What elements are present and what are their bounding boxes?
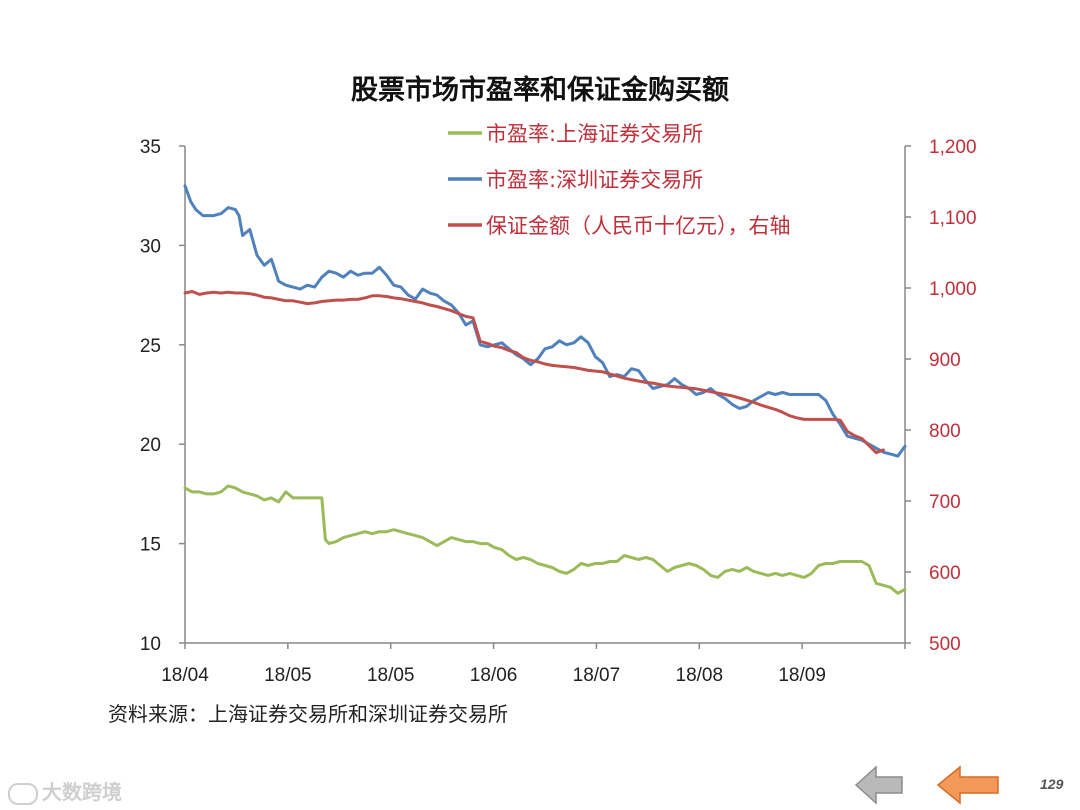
left-tick-label: 30 [140, 236, 161, 257]
source-note: 资料来源：上海证券交易所和深圳证券交易所 [108, 702, 508, 726]
left-y-ticks: 10 15 20 25 30 35 [140, 137, 185, 655]
forward-arrow-icon[interactable] [936, 764, 1000, 806]
watermark: 大数跨境 [8, 776, 122, 805]
x-tick-label: 18/07 [573, 665, 621, 686]
right-y-ticks: 500 600 700 800 900 1,000 1,100 1,200 [905, 137, 977, 655]
back-arrow-icon[interactable] [854, 764, 904, 806]
line-chart: 股票市场市盈率和保证金购买额 市盈率:上海证券交易所市盈率:深圳证券交易所保证金… [140, 74, 977, 686]
right-tick-label: 600 [929, 563, 961, 584]
x-tick-label: 18/09 [778, 665, 826, 686]
x-ticks: 18/04 18/05 18/05 18/06 18/07 18/08 18/09 [161, 643, 906, 686]
x-tick-label: 18/04 [161, 665, 209, 686]
watermark-text: 大数跨境 [42, 780, 122, 804]
left-tick-label: 10 [140, 634, 161, 655]
left-tick-label: 25 [140, 336, 161, 357]
watermark-logo-icon [8, 782, 38, 805]
chart-title: 股票市场市盈率和保证金购买额 [351, 74, 729, 106]
legend-label-0: 市盈率:上海证券交易所 [486, 122, 703, 146]
left-tick-label: 20 [140, 435, 161, 456]
series-layer [183, 184, 907, 595]
x-tick-label: 18/05 [264, 665, 312, 686]
x-tick-label: 18/05 [367, 665, 415, 686]
series-line-2 [183, 290, 885, 455]
right-tick-label: 900 [929, 350, 961, 371]
right-tick-label: 800 [929, 421, 961, 442]
legend-label-2: 保证金额（人民币十亿元），右轴 [486, 214, 791, 238]
left-tick-label: 35 [140, 137, 161, 158]
x-tick-label: 18/08 [676, 665, 724, 686]
page-number: 129 [1040, 776, 1064, 792]
series-line-0 [183, 484, 907, 595]
right-tick-label: 1,200 [929, 137, 977, 158]
right-tick-label: 700 [929, 492, 961, 513]
series-line-1 [183, 184, 907, 458]
legend-label-1: 市盈率:深圳证券交易所 [486, 168, 703, 192]
right-tick-label: 500 [929, 634, 961, 655]
right-tick-label: 1,000 [929, 279, 977, 300]
right-tick-label: 1,100 [929, 208, 977, 229]
left-tick-label: 15 [140, 535, 161, 556]
x-tick-label: 18/06 [470, 665, 518, 686]
